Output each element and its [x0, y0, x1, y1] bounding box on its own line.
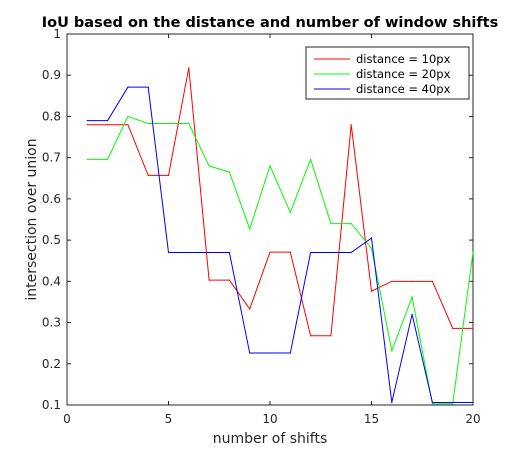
- y-tick-label: 0.6: [42, 192, 61, 206]
- y-tick-label: 0.3: [42, 316, 61, 330]
- series-line-3: [87, 86, 473, 404]
- y-tick-label: 0.7: [42, 151, 61, 165]
- x-tick-label: 20: [465, 412, 480, 426]
- y-tick-label: 0.4: [42, 274, 61, 288]
- data-point: [249, 228, 251, 230]
- x-tick-label: 0: [63, 412, 71, 426]
- series-lines: [86, 67, 474, 405]
- data-point: [370, 290, 373, 292]
- data-point: [86, 158, 88, 160]
- data-point: [167, 122, 170, 125]
- data-point: [188, 251, 190, 254]
- y-tick-label: 0.1: [42, 398, 61, 412]
- data-point: [107, 124, 109, 126]
- x-tick-label: 10: [262, 412, 277, 426]
- y-tick-label: 1: [53, 27, 61, 41]
- legend-box: [305, 46, 470, 100]
- data-point: [107, 119, 109, 122]
- x-tick-label: 15: [364, 412, 379, 426]
- data-point: [452, 403, 454, 405]
- data-point: [411, 313, 413, 315]
- data-point: [228, 251, 230, 254]
- data-point: [249, 308, 251, 310]
- data-point: [269, 251, 271, 253]
- data-point: [330, 223, 332, 225]
- data-point: [86, 119, 88, 122]
- x-tick-label: 5: [165, 412, 173, 426]
- x-axis-label: number of shifts: [213, 431, 328, 447]
- data-point: [208, 165, 210, 167]
- data-point: [167, 251, 170, 254]
- y-tick-label: 0.9: [42, 68, 61, 82]
- chart-title: IoU based on the distance and number of …: [42, 15, 499, 31]
- data-point: [350, 124, 352, 126]
- y-tick-label: 0.2: [42, 357, 61, 371]
- data-point: [431, 403, 433, 405]
- data-point: [107, 158, 109, 160]
- data-point: [472, 251, 474, 253]
- data-point: [269, 352, 271, 354]
- data-point: [127, 86, 129, 88]
- data-point: [228, 171, 230, 173]
- series-line-1: [87, 67, 473, 337]
- legend-label: distance = 20px: [356, 67, 451, 81]
- data-point: [127, 115, 129, 118]
- data-point: [127, 124, 129, 126]
- data-point: [249, 352, 251, 354]
- axis-ticks: 0 5 10 15 20 0.1 0.2 0.3 0.4 0.5 0.6 0.7 0.8 0.9 1: [42, 27, 481, 426]
- data-point: [310, 158, 312, 160]
- legend-label: distance = 10px: [356, 52, 451, 66]
- data-point: [147, 122, 149, 125]
- series-line-2: [87, 115, 474, 405]
- data-point: [391, 401, 393, 404]
- data-point: [452, 327, 454, 329]
- data-point: [269, 165, 271, 167]
- data-point: [167, 174, 170, 176]
- data-point: [330, 335, 332, 337]
- data-point: [411, 296, 413, 298]
- data-point: [330, 251, 332, 254]
- data-point: [472, 401, 474, 404]
- y-tick-label: 0.5: [42, 233, 61, 247]
- data-point: [188, 122, 190, 125]
- data-point: [147, 86, 149, 88]
- data-point: [472, 327, 474, 329]
- data-point: [370, 237, 373, 239]
- data-point: [208, 279, 210, 281]
- data-point: [391, 349, 393, 352]
- legend-label: distance = 40px: [356, 82, 451, 96]
- data-point: [431, 401, 433, 404]
- data-point: [411, 280, 413, 282]
- y-axis-label: intersection over union: [24, 138, 40, 300]
- data-point: [391, 280, 393, 282]
- data-point: [86, 124, 88, 126]
- data-point: [289, 211, 291, 214]
- data-point: [370, 247, 373, 249]
- data-point: [350, 223, 352, 225]
- data-point: [431, 280, 433, 282]
- data-point: [289, 352, 291, 354]
- data-point: [147, 174, 149, 176]
- y-tick-label: 0.8: [42, 109, 61, 123]
- data-point: [310, 251, 312, 254]
- data-point: [452, 401, 454, 404]
- data-point: [228, 279, 230, 281]
- data-point: [208, 251, 210, 254]
- data-point: [289, 251, 291, 253]
- data-point: [350, 251, 352, 254]
- data-point: [188, 67, 190, 69]
- data-point: [310, 335, 312, 337]
